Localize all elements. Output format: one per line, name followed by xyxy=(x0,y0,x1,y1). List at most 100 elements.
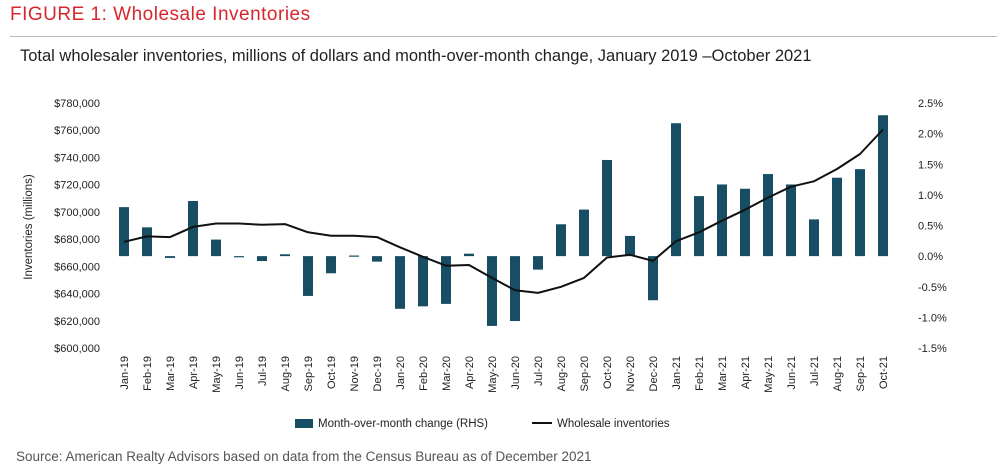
bar-mom-change xyxy=(211,239,221,257)
x-axis-tick-label: Aug-19 xyxy=(280,356,292,391)
bar-mom-change xyxy=(510,256,520,322)
bar-mom-change xyxy=(556,224,566,257)
x-axis-tick-label: Apr-20 xyxy=(464,356,476,389)
bar-mom-change xyxy=(372,256,382,262)
x-axis-tick-label: Sep-19 xyxy=(303,356,315,391)
legend-bar-swatch xyxy=(295,419,313,428)
title-divider xyxy=(10,36,997,37)
bar-mom-change xyxy=(855,169,865,257)
bar-series xyxy=(119,115,888,326)
right-y-axis: -1.5% -1.0% -0.5% 0.0% 0.5% 1.0% 1.5% 2.0% 2.5% xyxy=(918,98,947,355)
figure-title: FIGURE 1: Wholesale Inventories xyxy=(10,4,311,25)
bar-mom-change xyxy=(349,255,359,257)
bar-mom-change xyxy=(418,256,428,307)
x-axis-tick-label: Jul-20 xyxy=(533,356,545,386)
left-axis-tick-label: $680,000 xyxy=(54,234,100,246)
line-series xyxy=(123,128,884,294)
x-axis-tick-label: Jul-19 xyxy=(257,356,269,386)
bar-mom-change xyxy=(303,256,313,296)
right-axis-tick-label: -0.5% xyxy=(918,282,947,294)
left-axis-tick-label: $760,000 xyxy=(54,125,100,137)
bar-mom-change xyxy=(694,196,704,257)
left-axis-tick-label: $660,000 xyxy=(54,261,100,273)
bar-mom-change xyxy=(832,177,842,257)
x-axis-tick-label: May-21 xyxy=(763,356,775,393)
x-axis-tick-label: Jul-21 xyxy=(809,356,821,386)
bar-mom-change xyxy=(395,256,405,309)
left-axis-tick-label: $700,000 xyxy=(54,207,100,219)
x-axis-tick-label: Jan-21 xyxy=(671,356,683,390)
x-axis-tick-label: Jun-20 xyxy=(510,356,522,390)
left-axis-tick-label: $640,000 xyxy=(54,289,100,301)
x-axis-tick-label: Sep-20 xyxy=(579,356,591,391)
x-axis-tick-label: Jan-19 xyxy=(119,356,131,390)
x-axis-tick-label: Mar-21 xyxy=(717,356,729,391)
bar-mom-change xyxy=(602,159,612,257)
bar-mom-change xyxy=(648,256,658,301)
x-axis-tick-label: Oct-21 xyxy=(878,356,890,389)
bar-mom-change xyxy=(280,254,290,257)
bar-mom-change xyxy=(878,115,888,257)
x-axis-tick-label: Nov-19 xyxy=(349,356,361,391)
chart-legend: Month-over-month change (RHS) Wholesale … xyxy=(295,418,670,430)
source-note: Source: American Realty Advisors based o… xyxy=(16,449,592,464)
right-axis-tick-label: 1.5% xyxy=(918,159,943,171)
bar-mom-change xyxy=(234,256,244,258)
left-y-axis: $600,000 $620,000 $640,000 $660,000 $680,000… xyxy=(54,98,100,355)
legend-line-label: Wholesale inventories xyxy=(557,418,670,430)
x-axis-tick-label: Apr-19 xyxy=(188,356,200,389)
line-wholesale-inventories xyxy=(123,128,884,294)
x-axis-tick-label: Feb-19 xyxy=(142,356,154,391)
bar-mom-change xyxy=(464,253,474,257)
x-axis-tick-label: May-20 xyxy=(487,356,499,393)
bar-mom-change xyxy=(579,209,589,257)
right-axis-tick-label: 1.0% xyxy=(918,190,943,202)
right-axis-tick-label: -1.5% xyxy=(918,343,947,355)
x-axis-tick-label: Aug-20 xyxy=(556,356,568,391)
x-axis-tick-label: Sep-21 xyxy=(855,356,867,391)
bar-mom-change xyxy=(326,256,336,274)
right-axis-tick-label: 2.0% xyxy=(918,129,943,141)
x-axis-tick-label: Nov-20 xyxy=(625,356,637,391)
left-axis-tick-label: $600,000 xyxy=(54,343,100,355)
x-axis-tick-label: Feb-20 xyxy=(418,356,430,391)
x-axis-tick-label: Feb-21 xyxy=(694,356,706,391)
x-axis-tick-label: Mar-19 xyxy=(165,356,177,391)
bar-mom-change xyxy=(786,184,796,257)
bar-mom-change xyxy=(441,256,451,304)
x-axis-tick-label: Jun-21 xyxy=(786,356,798,390)
x-axis: Jan-19 Feb-19 Mar-19 Apr-19 May-19 Jun-19 Jul-… xyxy=(119,356,890,393)
y-axis-title: Inventories (millions) xyxy=(23,174,35,280)
x-axis-tick-label: Dec-20 xyxy=(648,356,660,391)
x-axis-tick-label: Jan-20 xyxy=(395,356,407,390)
x-axis-tick-label: Mar-20 xyxy=(441,356,453,391)
x-axis-tick-label: Dec-19 xyxy=(372,356,384,391)
x-axis-tick-label: Oct-19 xyxy=(326,356,338,389)
x-axis-tick-label: Aug-21 xyxy=(832,356,844,391)
right-axis-tick-label: 0.0% xyxy=(918,251,943,263)
x-axis-tick-label: Apr-21 xyxy=(740,356,752,389)
bar-mom-change xyxy=(257,256,267,262)
bar-mom-change xyxy=(188,201,198,257)
bar-mom-change xyxy=(671,123,681,257)
chart-subtitle: Total wholesaler inventories, millions o… xyxy=(20,47,812,65)
bar-mom-change xyxy=(533,256,543,270)
left-axis-tick-label: $740,000 xyxy=(54,152,100,164)
x-axis-tick-label: Oct-20 xyxy=(602,356,614,389)
bar-mom-change xyxy=(487,256,497,326)
bar-mom-change xyxy=(763,174,773,257)
bar-mom-change xyxy=(142,227,152,257)
bar-mom-change xyxy=(625,235,635,257)
right-axis-tick-label: 2.5% xyxy=(918,98,943,110)
left-axis-tick-label: $720,000 xyxy=(54,180,100,192)
left-axis-tick-label: $620,000 xyxy=(54,316,100,328)
right-axis-tick-label: -1.0% xyxy=(918,312,947,324)
bar-mom-change xyxy=(119,207,129,257)
bar-mom-change xyxy=(740,188,750,257)
x-axis-tick-label: May-19 xyxy=(211,356,223,393)
bar-mom-change xyxy=(809,219,819,257)
bar-mom-change xyxy=(165,256,175,258)
right-axis-tick-label: 0.5% xyxy=(918,221,943,233)
x-axis-tick-label: Jun-19 xyxy=(234,356,246,390)
